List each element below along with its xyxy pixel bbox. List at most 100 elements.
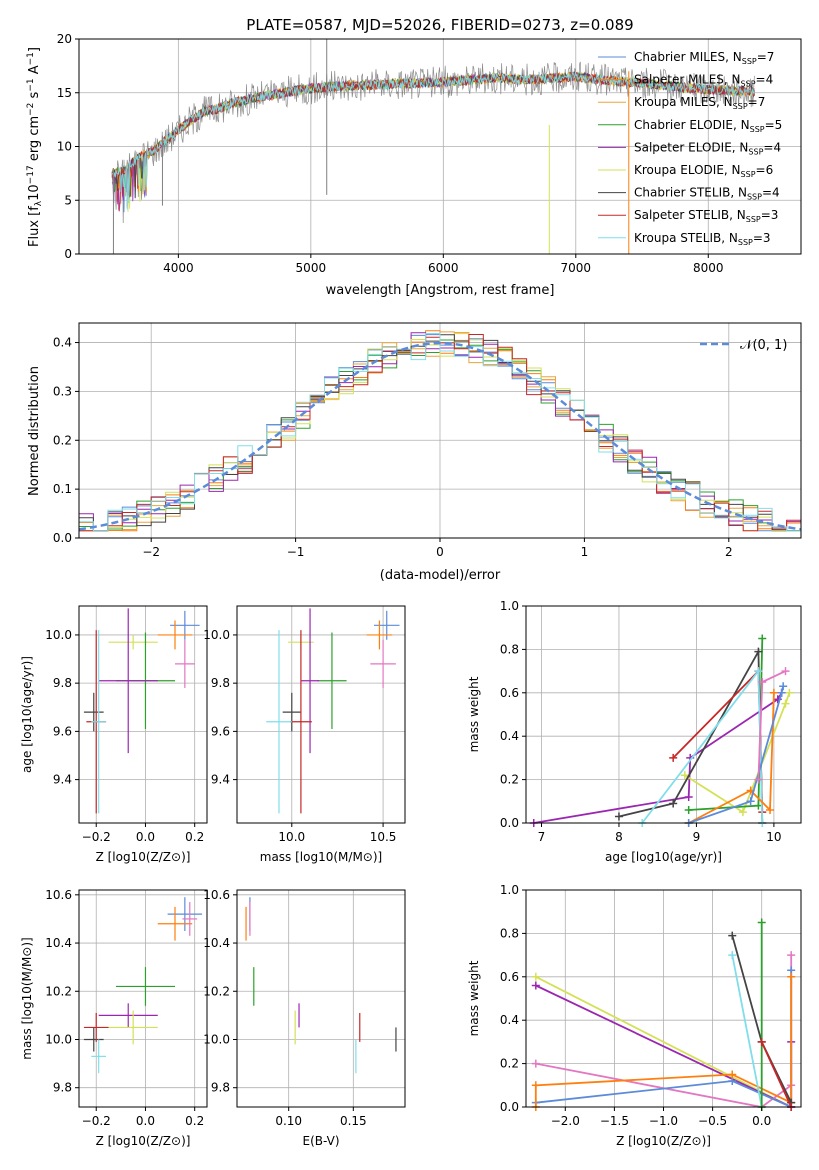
data-layer <box>266 608 400 814</box>
x-tick-label: −0.2 <box>82 830 111 844</box>
weight-marker <box>757 1037 766 1046</box>
spectrum-panel: PLATE=0587, MJD=52026, FIBERID=0273, z=0… <box>26 16 802 298</box>
tick-layer: 0.10 0.15 9.8 10.0 10.2 10.4 10.6 <box>203 888 366 1128</box>
weight-line-s1 <box>688 692 775 824</box>
x-tick-label: 7000 <box>561 261 592 275</box>
weight-marker <box>785 688 794 697</box>
x-tick-label: −1 <box>287 545 305 559</box>
spectrum-title: PLATE=0587, MJD=52026, FIBERID=0273, z=0… <box>246 16 633 34</box>
residual-xlabel: (data-model)/error <box>380 568 501 583</box>
axes-frame <box>525 605 802 824</box>
legend-label: Kroupa MILES, NSSP=7 <box>634 95 765 111</box>
y-tick-label: 10.6 <box>45 888 72 902</box>
histogram-s8 <box>78 333 801 538</box>
y-tick-label: 9.4 <box>53 773 72 787</box>
y-tick-label: 0.4 <box>500 1013 519 1027</box>
y-tick-label: 10.4 <box>203 936 230 950</box>
x-tick-label: −1.5 <box>600 1114 629 1128</box>
y-axis-label: mass weight <box>467 676 481 752</box>
residual-histogram-panel: −2 −1 0 1 2 0.0 0.1 0.2 0.3 0.4 (data-model)/erro… <box>27 322 802 583</box>
tick-layer: 10.0 10.5 9.4 9.6 9.8 10.0 <box>203 628 396 844</box>
y-tick-label: 0.0 <box>500 816 519 830</box>
y-tick-label: 0.8 <box>500 642 519 656</box>
x-tick-label: −2.0 <box>551 1114 580 1128</box>
spectrum-line-s8 <box>112 71 755 210</box>
normal-legend: 𝒩(0, 1) <box>700 338 787 353</box>
x-tick-label: 10.5 <box>370 830 397 844</box>
y-tick-label: 9.8 <box>211 676 230 690</box>
x-tick-label: −1.0 <box>649 1114 678 1128</box>
x-axis-label: Z [log10(Z/Z⊙)] <box>616 1134 711 1148</box>
x-axis-label: E(B-V) <box>302 1134 339 1148</box>
x-tick-label: 0 <box>436 545 444 559</box>
y-tick-label: 10.0 <box>45 628 72 642</box>
data-layer <box>245 897 397 1074</box>
z-mass-panel: −0.2 0.0 0.2 9.8 10.0 10.2 10.4 10.6 Z [log10(Z/… <box>20 888 208 1148</box>
weight-marker <box>728 931 737 940</box>
y-axis-label: age [log10(age/yr)] <box>20 656 34 773</box>
weight-marker <box>758 634 767 643</box>
x-tick-label: −0.5 <box>698 1114 727 1128</box>
weight-marker <box>669 753 678 762</box>
y-tick-label: 9.8 <box>53 1081 72 1095</box>
weight-marker <box>684 805 693 814</box>
axes-frame <box>525 889 802 1108</box>
weight-marker <box>781 699 790 708</box>
y-tick-label: 0.0 <box>500 1100 519 1114</box>
legend-label: Chabrier MILES, NSSP=7 <box>634 50 774 66</box>
spectrum-xlabel: wavelength [Angstrom, rest frame] <box>326 283 555 298</box>
x-tick-label: 5000 <box>296 261 327 275</box>
weight-marker <box>758 677 767 686</box>
weight-marker <box>779 682 788 691</box>
y-axis-label: mass [log10(M/M⊙)] <box>20 937 34 1059</box>
x-axis-label: mass [log10(M/M⊙)] <box>260 850 382 864</box>
weight-marker <box>614 812 623 821</box>
ebv-mass-panel: 0.10 0.15 9.8 10.0 10.2 10.4 10.6 E(B-V) <box>203 888 406 1148</box>
y-tick-label: 0.4 <box>500 729 519 743</box>
x-axis-label: Z [log10(Z/Z⊙)] <box>96 1134 191 1148</box>
normal-curve <box>78 341 802 531</box>
weight-marker <box>531 972 540 981</box>
weight-marker <box>754 647 763 656</box>
y-tick-label: 10.4 <box>45 936 72 950</box>
legend-label: Salpeter MILES, NSSP=4 <box>634 73 773 89</box>
x-tick-label: 1 <box>581 545 589 559</box>
legend-label: Salpeter ELODIE, NSSP=4 <box>634 140 781 156</box>
y-axis-label: mass weight <box>467 960 481 1036</box>
x-tick-label: 2 <box>725 545 733 559</box>
data-layer <box>83 608 200 814</box>
y-tick-label: 1.0 <box>500 599 519 613</box>
axes-frame <box>236 889 406 1108</box>
weight-marker <box>680 771 689 780</box>
weight-marker <box>531 981 540 990</box>
y-tick-label: 0.0 <box>53 531 72 545</box>
weight-line-s7 <box>760 1041 793 1108</box>
tick-layer: −2.0 −1.5 −1.0 −0.5 0.0 0.0 0.2 0.4 0.6 0.8 1.0 <box>500 883 771 1128</box>
y-tick-label: 20 <box>57 32 72 46</box>
legend-label: Salpeter STELIB, NSSP=3 <box>634 208 778 224</box>
y-tick-label: 0 <box>64 247 72 261</box>
residual-ylabel: Normed distribution <box>27 366 42 496</box>
age-weight-panel: 7 8 9 10 0.0 0.2 0.4 0.6 0.8 1.0 age [log10(age/yr… <box>467 599 802 864</box>
data-layer <box>83 897 203 1074</box>
weight-marker <box>754 667 763 676</box>
x-tick-label: 0.0 <box>136 830 155 844</box>
x-tick-label: 8000 <box>693 261 724 275</box>
y-tick-label: 10 <box>57 140 72 154</box>
weight-marker <box>728 1070 737 1079</box>
weight-marker <box>738 808 747 817</box>
weight-marker <box>781 667 790 676</box>
y-tick-label: 0.2 <box>500 1057 519 1071</box>
y-tick-label: 10.2 <box>203 984 230 998</box>
legend-label: Chabrier STELIB, NSSP=4 <box>634 186 780 202</box>
x-tick-label: 4000 <box>163 261 194 275</box>
x-tick-label: 0.0 <box>752 1114 771 1128</box>
weight-marker <box>766 805 775 814</box>
x-axis-label: age [log10(age/yr)] <box>605 850 722 864</box>
x-tick-label: 10 <box>766 830 781 844</box>
y-tick-label: 0.6 <box>500 686 519 700</box>
weight-marker <box>669 799 678 808</box>
y-tick-label: 0.3 <box>53 384 72 398</box>
x-tick-label: 0.2 <box>185 1114 204 1128</box>
